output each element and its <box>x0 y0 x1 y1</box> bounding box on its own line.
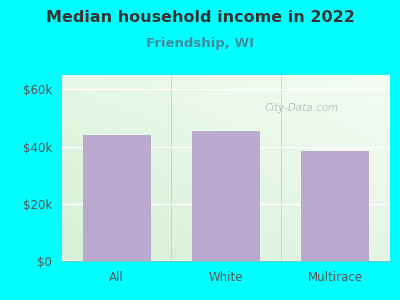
Bar <box>192 131 260 261</box>
Text: City-Data.com: City-Data.com <box>264 103 338 113</box>
Text: Median household income in 2022: Median household income in 2022 <box>46 11 354 26</box>
Text: Friendship, WI: Friendship, WI <box>146 38 254 50</box>
Bar <box>302 151 369 261</box>
Bar <box>83 135 150 261</box>
